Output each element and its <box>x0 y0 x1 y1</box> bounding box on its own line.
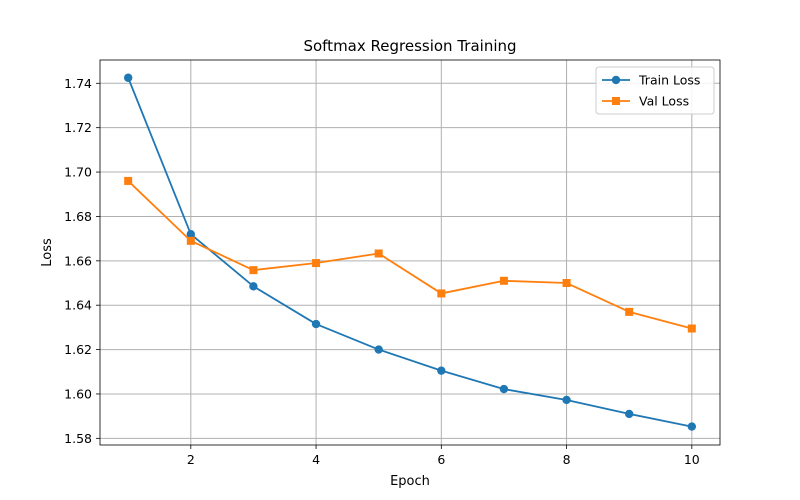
legend-box <box>595 66 715 115</box>
val-loss-marker <box>124 176 133 185</box>
val-loss-marker <box>499 276 508 285</box>
train-loss-line <box>127 77 692 428</box>
train-loss-marker <box>249 282 258 291</box>
plot-area-frame <box>99 59 721 446</box>
train-loss-marker <box>374 345 383 354</box>
train-loss-marker <box>437 366 446 375</box>
val-loss-line <box>127 180 693 330</box>
train-loss-marker <box>687 422 697 431</box>
legend-val-loss-marker <box>612 97 620 105</box>
series-layer <box>123 73 697 431</box>
x-tick-label: 6 <box>437 452 445 467</box>
train-loss-marker <box>123 73 133 82</box>
y-tick-label: 1.70 <box>64 165 92 180</box>
val-loss-marker <box>374 249 383 258</box>
y-tick-label: 1.64 <box>64 298 92 313</box>
y-tick-label: 1.66 <box>64 253 92 268</box>
val-loss-marker <box>687 324 696 333</box>
x-tick-label: 2 <box>187 452 195 467</box>
train-loss-marker <box>624 409 634 419</box>
val-loss-marker <box>312 259 321 268</box>
y-tick-label: 1.68 <box>64 209 92 224</box>
chart-title: Softmax Regression Training <box>303 37 516 55</box>
train-loss-marker <box>499 384 509 394</box>
train-loss-marker <box>311 319 321 329</box>
axis-ticks: 2 4 6 8 10 1.58 1.60 1.62 1.64 1.66 1.68 1.70 1.72 1.… <box>64 76 700 467</box>
train-loss-marker <box>562 395 571 405</box>
y-tick-label: 1.60 <box>64 386 92 401</box>
x-axis-label: Epoch <box>390 474 430 489</box>
val-loss-marker <box>186 236 195 245</box>
grid <box>100 60 720 445</box>
val-loss-marker <box>625 307 634 316</box>
x-tick-label: 10 <box>684 452 700 467</box>
val-loss-marker <box>437 289 446 298</box>
train-loss-marker <box>186 229 196 239</box>
y-tick-label: 1.62 <box>64 342 92 357</box>
legend: Train Loss Val Loss <box>595 66 715 115</box>
legend-val-loss-label: Val Loss <box>639 94 689 109</box>
x-tick-label: 8 <box>563 452 571 467</box>
y-tick-label: 1.58 <box>64 431 92 446</box>
legend-train-loss-marker <box>611 75 621 85</box>
x-tick-label: 4 <box>312 452 320 467</box>
legend-train-loss-label: Train Loss <box>638 73 700 88</box>
legend-entries: Train Loss Val Loss <box>602 73 700 109</box>
val-loss-marker <box>562 279 571 288</box>
val-loss-marker <box>249 266 258 275</box>
y-tick-label: 1.74 <box>64 76 92 91</box>
y-tick-label: 1.72 <box>64 120 92 135</box>
y-axis-label: Loss <box>40 238 55 267</box>
